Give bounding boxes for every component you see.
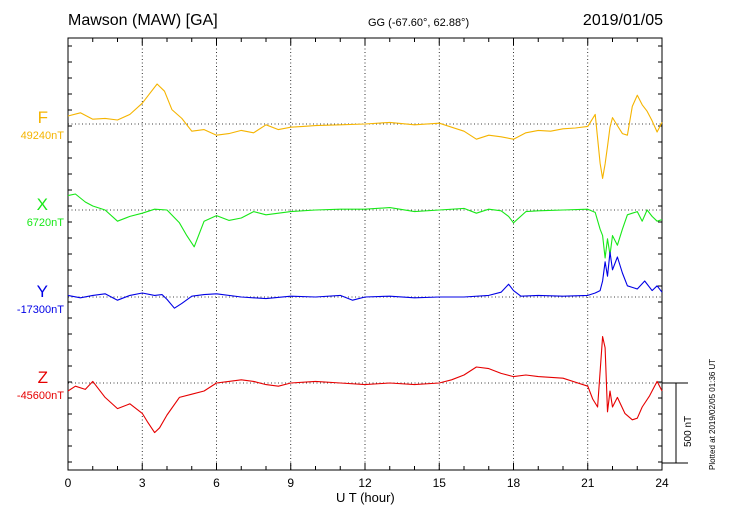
series-baseline-x: 6720nT: [26, 217, 64, 229]
series-baseline-f: 49240nT: [20, 130, 64, 142]
x-tick-label: 0: [65, 476, 72, 490]
x-tick-label: 21: [581, 476, 595, 490]
series-baseline-y: -17300nT: [16, 304, 64, 316]
x-axis-title: U T (hour): [336, 490, 395, 505]
x-tick-label: 12: [358, 476, 372, 490]
scale-bar-label: 500 nT: [683, 415, 694, 447]
x-tick-label: 15: [433, 476, 447, 490]
series-name-z: Z: [37, 368, 48, 387]
series-name-y: Y: [36, 282, 48, 301]
x-tick-label: 3: [139, 476, 146, 490]
series-line-x: [67, 193, 663, 259]
series-line-z: [67, 336, 663, 434]
chart-title: Mawson (MAW) [GA]: [68, 12, 218, 29]
x-tick-label: 24: [655, 476, 669, 490]
series-line-f: [67, 83, 663, 179]
plot-frame: [67, 37, 663, 471]
series-name-f: F: [37, 108, 48, 127]
series-line-y: [67, 251, 663, 309]
series-baseline-z: -45600nT: [16, 390, 64, 402]
x-tick-label: 6: [213, 476, 220, 490]
chart-date: 2019/01/05: [582, 12, 663, 29]
x-tick-label: 18: [507, 476, 521, 490]
plotted-timestamp: Plotted at 2019/02/05 01:36 UT: [708, 358, 717, 470]
series-name-x: X: [36, 195, 48, 214]
station-coordinates: GG (-67.60°, 62.88°): [368, 17, 470, 29]
x-tick-label: 9: [287, 476, 294, 490]
